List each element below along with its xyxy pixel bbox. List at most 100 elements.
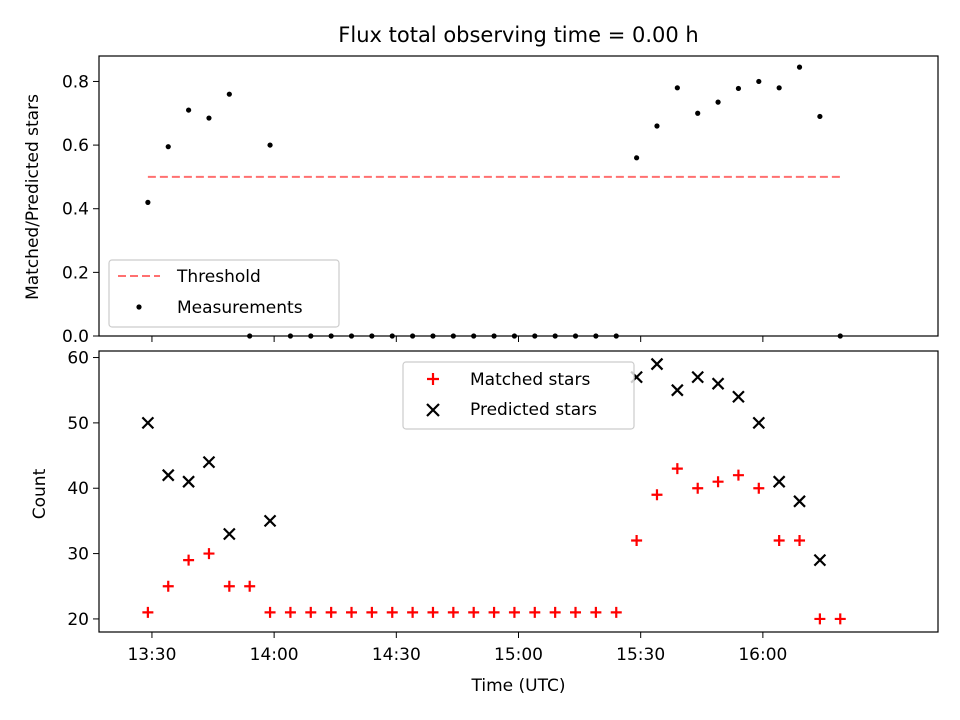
ratio-subplot: Flux total observing time = 0.00 h Match… [23,23,939,347]
matched-star-point [794,535,806,547]
top-plot-marks [145,64,843,339]
measurement-point [267,142,273,148]
predicted-star-point [161,468,175,482]
predicted-star-point [202,455,216,469]
matched-star-point [325,606,337,618]
matched-star-point [305,606,317,618]
measurement-point [817,113,823,120]
bottom-y-axis-label: Count [30,468,50,519]
matched-star-point [488,606,500,618]
predicted-star-point [691,370,704,384]
measurement-point [735,85,742,92]
predicted-star-point [223,527,236,541]
y-tick-label: 0.4 [62,200,89,220]
matched-star-point [732,469,744,481]
y-tick-label: 0.6 [62,136,89,156]
matched-star-point [692,482,704,494]
measurement-point [165,144,171,150]
measurement-point [654,123,660,129]
y-tick-label: 40 [67,479,89,499]
bottom-axis-ticks: 13:30 14:00 14:30 15:00 15:30 16:00 20 30 40 50 60 [67,349,787,665]
x-tick-label: 14:00 [250,645,299,665]
matched-star-point [264,606,276,618]
predicted-star-point [813,553,827,567]
matched-star-point [223,580,235,592]
matched-star-point [162,580,174,592]
matched-star-point [427,606,439,618]
predicted-legend-marker [426,403,440,417]
measurement-point [206,115,212,121]
bottom-legend: Matched stars Predicted stars [402,361,635,430]
top-axis-ticks: 0.0 0.2 0.4 0.6 0.8 [62,72,764,347]
measurement-point [796,64,803,70]
measurement-point [145,199,151,205]
measurement-point [715,99,721,105]
top-legend-box [108,259,340,328]
matched-star-point [508,606,520,618]
matched-legend-marker [427,373,439,385]
y-tick-label: 20 [67,610,89,630]
matched-star-point [529,606,541,618]
y-tick-label: 0.0 [62,327,89,347]
x-tick-label: 14:30 [372,645,421,665]
matched-star-point [814,613,826,625]
x-tick-label: 15:00 [494,645,543,665]
matched-star-point [570,606,582,618]
measurement-point [186,107,192,113]
measurement-point [226,91,232,97]
top-y-axis-label: Matched/Predicted stars [23,94,43,300]
y-tick-label: 0.8 [62,72,89,92]
measurement-point [695,110,701,116]
predicted-star-point [772,475,786,488]
predicted-star-point [263,514,277,528]
predicted-star-point [671,383,684,397]
y-tick-label: 0.2 [62,263,89,283]
matched-legend-label: Matched stars [470,370,590,390]
predicted-star-point [650,357,664,371]
matched-star-point [834,613,846,625]
matched-star-point [773,535,785,547]
matched-star-point [183,554,195,566]
measurement-point [634,155,640,161]
matched-star-point [651,489,663,501]
matched-star-point [386,606,398,618]
measurement-point [776,85,782,91]
predicted-star-point [732,390,745,404]
matched-star-point [631,535,643,547]
threshold-legend-label: Threshold [176,267,261,287]
y-tick-label: 30 [67,545,89,565]
x-tick-label: 13:30 [127,645,176,665]
matched-star-point [142,606,154,618]
bottom-legend-box [402,361,635,430]
matched-star-point [447,606,459,618]
measurements-legend-marker [136,304,142,310]
x-tick-label: 15:30 [616,645,665,665]
measurement-point [756,78,762,85]
measurements-legend-label: Measurements [177,298,303,318]
matched-star-point [549,606,561,618]
chart-title: Flux total observing time = 0.00 h [338,23,698,47]
matched-star-point [284,606,296,618]
matched-star-point [712,476,724,488]
count-subplot: Count Time (UTC) 13:30 14:00 14:30 15:00 15:… [30,349,939,696]
predicted-legend-label: Predicted stars [470,400,597,420]
predicted-star-point [182,475,195,488]
matched-star-point [590,606,602,618]
matched-star-point [468,606,480,618]
x-axis-label: Time (UTC) [471,676,566,696]
matched-star-point [407,606,419,618]
matched-star-point [244,580,256,592]
matched-star-point [753,482,765,494]
predicted-star-point [752,416,766,430]
predicted-star-point [711,377,725,390]
matched-star-point [610,606,622,618]
matched-star-point [203,548,215,560]
measurement-point [674,85,680,91]
matched-star-point [671,463,683,475]
predicted-star-point [793,495,806,508]
matched-star-point [366,606,378,618]
top-legend: Threshold Measurements [108,259,340,328]
bottom-plot-marks [141,357,846,625]
